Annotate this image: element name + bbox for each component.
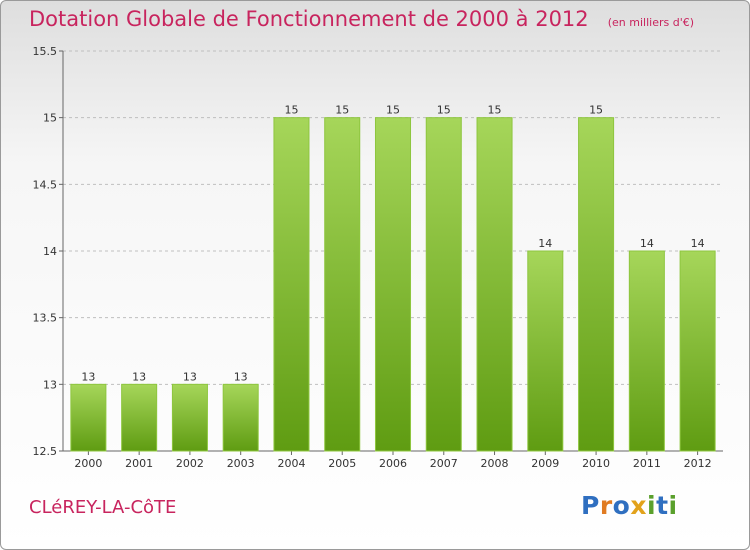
chart-title-unit: (en milliers d'€) bbox=[607, 16, 695, 29]
logo-letter: i bbox=[668, 491, 678, 520]
chart-title-main: Dotation Globale de Fonctionnement de 20… bbox=[29, 7, 589, 31]
bar bbox=[476, 117, 513, 452]
bar bbox=[222, 383, 259, 452]
data-label: 15 bbox=[386, 104, 400, 117]
logo-letter: i bbox=[647, 491, 657, 520]
x-tick-label: 2004 bbox=[277, 457, 305, 470]
x-tick-label: 2008 bbox=[481, 457, 509, 470]
x-tick-label: 2009 bbox=[531, 457, 559, 470]
x-tick-label: 2006 bbox=[379, 457, 407, 470]
x-tick-label: 2010 bbox=[582, 457, 610, 470]
proxiti-logo[interactable]: Proxiti bbox=[581, 491, 678, 520]
x-tick-label: 2000 bbox=[74, 457, 102, 470]
data-label: 13 bbox=[183, 370, 197, 383]
logo-letter: t bbox=[656, 491, 669, 520]
data-label: 15 bbox=[284, 104, 298, 117]
bar bbox=[273, 117, 310, 452]
data-label: 15 bbox=[335, 104, 349, 117]
y-tick-label: 12.5 bbox=[33, 445, 58, 458]
data-label: 14 bbox=[640, 237, 654, 250]
data-label: 13 bbox=[132, 370, 146, 383]
bar bbox=[425, 117, 462, 452]
data-label: 13 bbox=[234, 370, 248, 383]
logo-letter: o bbox=[612, 491, 631, 520]
logo-letter: x bbox=[630, 491, 647, 520]
logo-letter: r bbox=[599, 491, 613, 520]
x-tick-label: 2003 bbox=[227, 457, 255, 470]
x-tick-label: 2005 bbox=[328, 457, 356, 470]
data-label: 13 bbox=[81, 370, 95, 383]
y-tick-label: 14 bbox=[43, 245, 57, 258]
bar bbox=[324, 117, 361, 452]
y-tick-label: 15.5 bbox=[33, 45, 58, 58]
bar bbox=[121, 383, 158, 452]
data-label: 15 bbox=[437, 104, 451, 117]
x-tick-label: 2011 bbox=[633, 457, 661, 470]
bar bbox=[679, 250, 716, 452]
bar bbox=[374, 117, 412, 452]
bar bbox=[70, 383, 107, 452]
commune-name: CLéREY-LA-CôTE bbox=[29, 497, 177, 518]
x-tick-label: 2002 bbox=[176, 457, 204, 470]
x-tick-label: 2007 bbox=[430, 457, 458, 470]
labels: 12.5 13 13.5 14 14.5 15 15.5 13 2000 13 2001 13 2002… bbox=[33, 45, 712, 470]
x-tick-label: 2001 bbox=[125, 457, 153, 470]
data-label: 15 bbox=[488, 104, 502, 117]
y-tick-label: 13 bbox=[43, 378, 57, 391]
bar bbox=[527, 250, 564, 452]
y-tick-label: 14.5 bbox=[33, 178, 58, 191]
data-label: 14 bbox=[538, 237, 552, 250]
y-tick-label: 15 bbox=[43, 112, 57, 125]
bar bbox=[171, 383, 208, 452]
y-tick-label: 13.5 bbox=[33, 312, 58, 325]
bars bbox=[70, 117, 716, 452]
data-label: 15 bbox=[589, 104, 603, 117]
logo-letter: P bbox=[581, 491, 600, 520]
bar bbox=[578, 117, 615, 452]
bar bbox=[628, 250, 665, 452]
data-label: 14 bbox=[691, 237, 705, 250]
x-tick-label: 2012 bbox=[684, 457, 712, 470]
chart-title: Dotation Globale de Fonctionnement de 20… bbox=[29, 7, 694, 31]
